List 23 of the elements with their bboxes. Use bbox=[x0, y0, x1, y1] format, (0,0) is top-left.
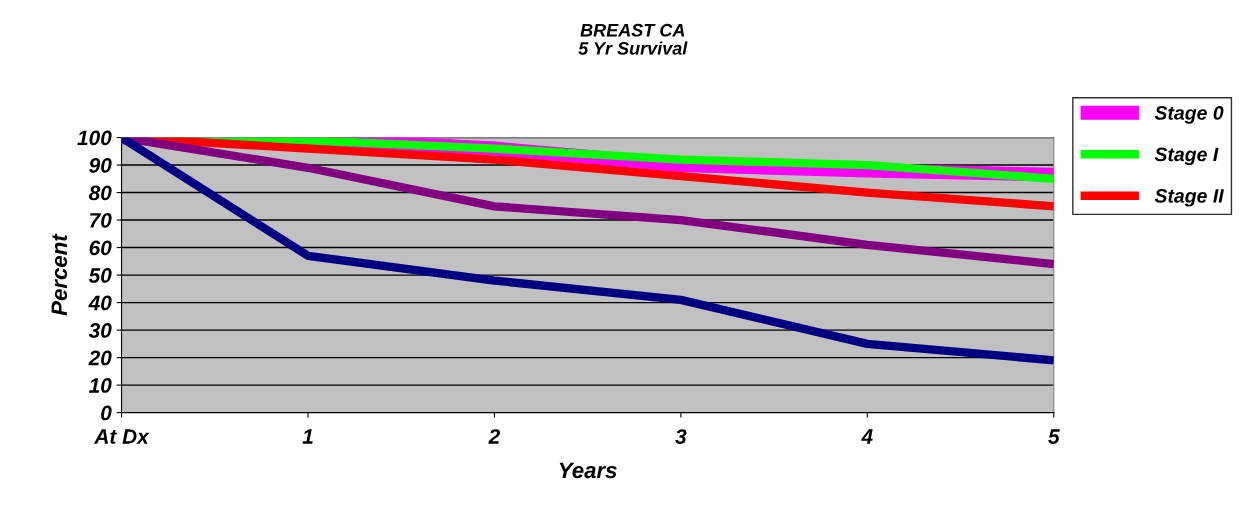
chart-title: BREAST CA 5 Yr Survival bbox=[578, 23, 688, 55]
legend-label: Stage I bbox=[1154, 147, 1219, 166]
x-tick-label: At Dx bbox=[93, 429, 150, 444]
y-tick-label: 100 bbox=[77, 130, 112, 146]
x-tick-label: 2 bbox=[488, 429, 501, 444]
y-axis-title: Percent bbox=[51, 233, 68, 316]
x-tick-label: 4 bbox=[861, 429, 873, 444]
y-tick-label: 80 bbox=[88, 185, 112, 201]
y-tick-label: 40 bbox=[88, 295, 112, 311]
y-tick-label: 20 bbox=[88, 350, 112, 366]
y-tick-label: 0 bbox=[101, 405, 112, 421]
legend-label: Stage II bbox=[1154, 188, 1224, 207]
y-tick-label: 60 bbox=[89, 240, 112, 256]
x-tick-label: 1 bbox=[302, 429, 313, 444]
x-tick-label: 3 bbox=[675, 429, 687, 444]
y-tick-label: 30 bbox=[88, 323, 112, 338]
x-axis-title: Years bbox=[559, 462, 617, 479]
x-tick-label: 5 bbox=[1048, 429, 1060, 444]
y-tick-label: 90 bbox=[89, 158, 112, 173]
y-tick-label: 50 bbox=[88, 268, 112, 283]
y-tick-label: 70 bbox=[90, 213, 112, 228]
legend-label: Stage 0 bbox=[1154, 106, 1224, 124]
y-tick-label: 10 bbox=[88, 378, 112, 393]
